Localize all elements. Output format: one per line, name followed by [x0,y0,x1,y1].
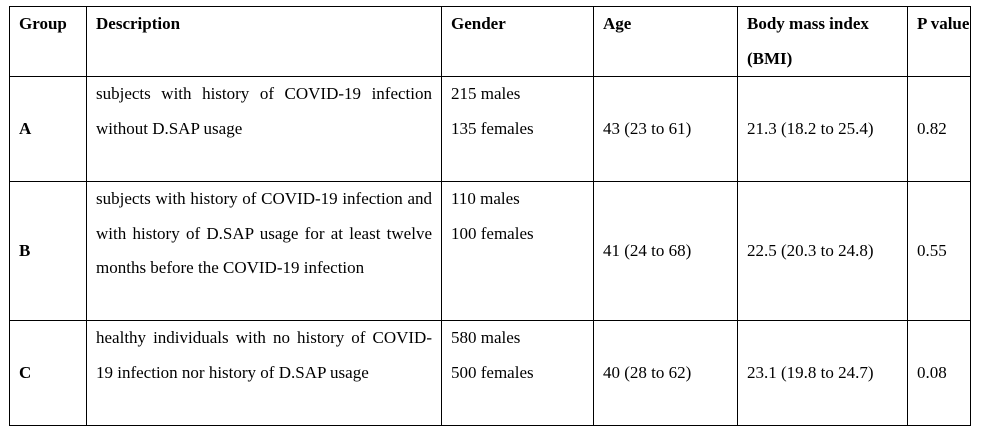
gender-cell: 215 males 135 females [441,76,594,182]
group-cell: B [9,181,87,321]
group-cell: C [9,320,87,426]
females-count: 500 females [451,362,534,382]
females-count: 100 females [451,223,534,243]
header-bmi: Body mass index (BMI) [737,6,908,77]
gender-cell: 110 males 100 females [441,181,594,321]
table-header-row: Group Description Gender Age Body mass i… [9,6,971,77]
description-cell: healthy individuals with no history of C… [86,320,442,426]
age-cell: 40 (28 to 62) [593,320,738,426]
study-groups-table: Group Description Gender Age Body mass i… [9,6,971,426]
header-group: Group [9,6,87,77]
females-count: 135 females [451,118,534,138]
header-p-value: P value [907,6,971,77]
table-row: B subjects with history of COVID-19 infe… [9,181,971,321]
males-count: 580 males [451,328,521,347]
description-cell: subjects with history of COVID-19 infect… [86,76,442,182]
description-text: subjects with history of COVID-19 infect… [96,189,432,277]
p-value-cell: 0.08 [907,320,971,426]
header-gender: Gender [441,6,594,77]
group-cell: A [9,76,87,182]
table-row: A subjects with history of COVID-19 infe… [9,76,971,182]
p-value-cell: 0.55 [907,181,971,321]
males-count: 215 males [451,84,521,103]
bmi-cell: 21.3 (18.2 to 25.4) [737,76,908,182]
table-row: C healthy individuals with no history of… [9,320,971,426]
header-description: Description [86,6,442,77]
males-count: 110 males [451,189,520,208]
gender-cell: 580 males 500 females [441,320,594,426]
description-text: subjects with history of COVID-19 infect… [96,84,432,138]
header-age: Age [593,6,738,77]
description-cell: subjects with history of COVID-19 infect… [86,181,442,321]
bmi-cell: 23.1 (19.8 to 24.7) [737,320,908,426]
age-cell: 43 (23 to 61) [593,76,738,182]
age-cell: 41 (24 to 68) [593,181,738,321]
p-value-cell: 0.82 [907,76,971,182]
bmi-cell: 22.5 (20.3 to 24.8) [737,181,908,321]
description-text: healthy individuals with no history of C… [96,328,432,382]
